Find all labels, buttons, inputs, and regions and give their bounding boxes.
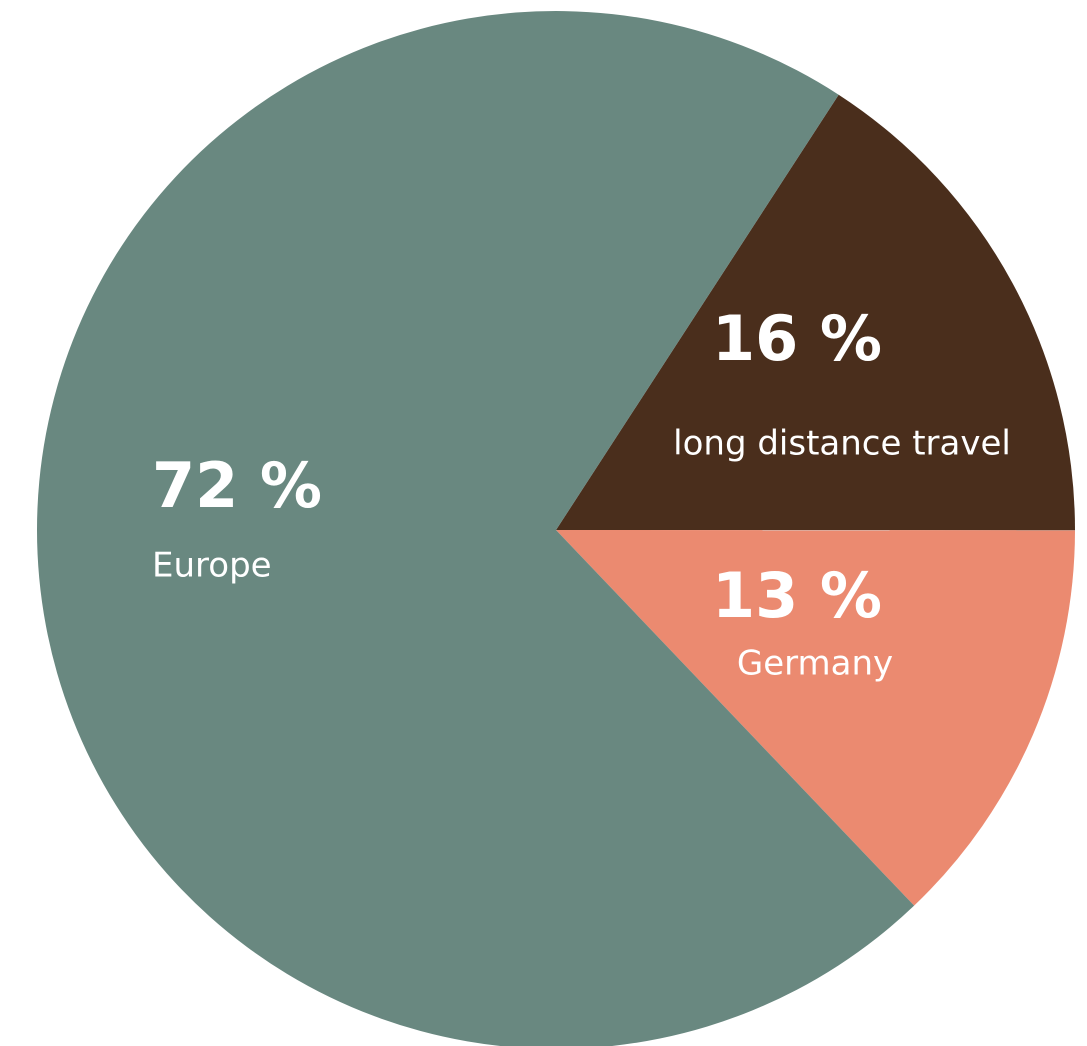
pie-slice: [556, 94, 1075, 531]
category-label: Europe: [152, 546, 272, 586]
value-label: 16 %: [712, 302, 882, 375]
value-label: 72 %: [152, 449, 322, 522]
category-label: Germany: [737, 644, 893, 684]
pie-slice: [556, 530, 1075, 906]
category-label: long distance travel: [673, 424, 1011, 464]
value-label: 13 %: [712, 559, 882, 632]
pie-slice: [37, 11, 915, 1046]
